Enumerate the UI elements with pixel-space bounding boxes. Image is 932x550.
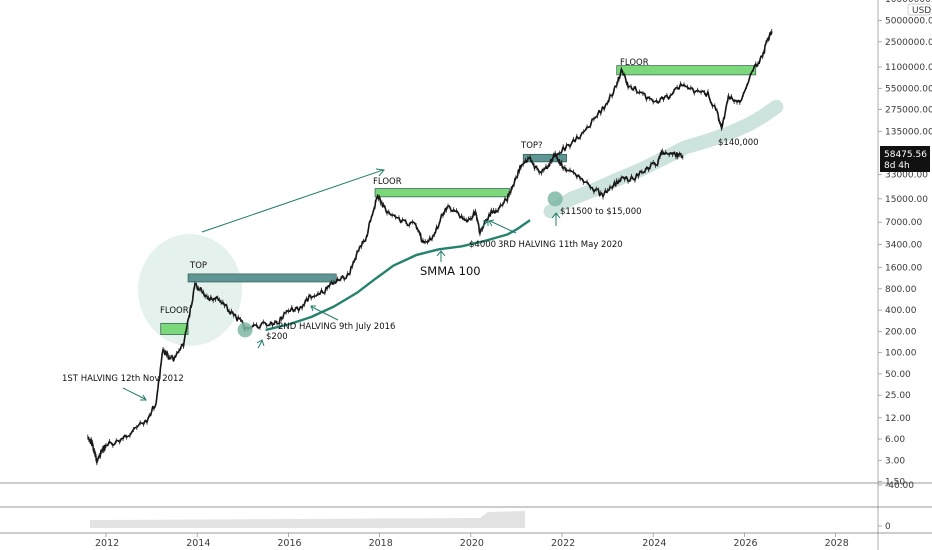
- top-label-2: TOP?: [520, 141, 543, 151]
- low-4000-label: $4000: [469, 240, 496, 250]
- y-tick-label: 1.50: [885, 478, 905, 488]
- halving2-arrow: [311, 306, 339, 321]
- zones-layer: [160, 65, 757, 335]
- x-tick-label: 2018: [369, 538, 393, 549]
- zone-3: [522, 153, 567, 163]
- current-price-badge: [880, 146, 930, 172]
- zone-1: [187, 273, 337, 283]
- x-tick-label: 2024: [642, 538, 666, 549]
- x-tick-label: 2028: [825, 538, 849, 549]
- floor-label-1: FLOOR: [160, 306, 189, 316]
- zone-2: [374, 188, 510, 198]
- y-tick-label: 15000.00: [885, 195, 928, 205]
- y-tick-label: 12.00: [885, 414, 911, 424]
- halving3-label: 3RD HALVING 11th May 2020: [498, 240, 623, 250]
- low-200-arrow-head: [256, 339, 265, 347]
- zone-4: [616, 65, 757, 76]
- y-tick-label: 800.00: [885, 285, 917, 295]
- y-tick-label: 10000000.00: [885, 0, 932, 5]
- range-arrow-head: [551, 212, 561, 219]
- y-tick-label: 135000.00: [885, 127, 932, 137]
- countdown-label: 8d 4h: [884, 161, 910, 171]
- floor-label-3: FLOOR: [620, 58, 649, 68]
- smma-100-line: [265, 219, 531, 332]
- y-tick-label: 33000.00: [885, 171, 928, 181]
- smma-layer: [265, 219, 531, 332]
- low-140000-label: $140,000: [718, 138, 759, 148]
- low-200-marker: [237, 322, 253, 338]
- y-tick-label: 2500000.00: [885, 38, 932, 48]
- smma-label: SMMA 100: [420, 264, 481, 278]
- top-label-1: TOP: [189, 261, 207, 271]
- smma-label-arrow-head: [436, 250, 446, 257]
- price-axis[interactable]: 10000000.00 5000000.00 2500000.00 1100000.0…: [878, 0, 932, 488]
- low-11500-marker: [547, 191, 563, 207]
- y-tick-label: 3.00: [885, 456, 905, 466]
- arrows: [122, 168, 561, 401]
- y-tick-label: 25.00: [885, 391, 911, 401]
- halving1-arrow: [122, 387, 146, 400]
- time-axis[interactable]: 2012 2014 2016 2018 2020 2022 2024 2026 2028: [95, 533, 849, 549]
- halving-2013-highlight-circle: [138, 234, 242, 346]
- y-tick-label: 550000.00: [885, 84, 932, 94]
- range-label: $11500 to $15,000: [560, 207, 642, 217]
- x-tick-label: 2014: [186, 538, 210, 549]
- x-tick-label: 2012: [95, 538, 119, 549]
- trend-arrow-head: [375, 168, 385, 177]
- halving2-label: 2ND HALVING 9th July 2016: [278, 322, 395, 332]
- x-tick-label: 2020: [460, 538, 484, 549]
- low-200-label: $200: [266, 332, 288, 342]
- y-tick-label: 1600.00: [885, 264, 922, 274]
- halving3-arrow-head: [488, 219, 495, 227]
- y-tick-label: 275000.00: [885, 106, 932, 116]
- y-tick-label: 50.00: [885, 370, 911, 380]
- unit-box[interactable]: [907, 3, 931, 16]
- low-4000-arrow: [480, 221, 488, 229]
- x-tick-label: 2026: [733, 538, 757, 549]
- halving2-arrow-head: [310, 305, 316, 312]
- halving1-arrow-head: [140, 394, 147, 401]
- y-tick-label: 6.00: [885, 435, 905, 445]
- x-tick-label: 2022: [551, 538, 575, 549]
- y-tick-label: 5000000.00: [885, 17, 932, 27]
- halving3-arrow: [489, 220, 517, 234]
- zone-0: [160, 322, 189, 335]
- y-tick-label: 400.00: [885, 306, 917, 316]
- x-tick-label: 2016: [277, 538, 301, 549]
- y-tick-label: 7000.00: [885, 218, 922, 228]
- current-price-label: 58475.56: [884, 150, 927, 160]
- price-layer: [87, 28, 773, 466]
- unit-label: USD: [912, 6, 931, 16]
- marker-layer: [237, 191, 563, 338]
- low-200-arrow: [257, 340, 263, 349]
- osc-tick-top: -40.00: [885, 481, 914, 491]
- floor-label-2: FLOOR: [373, 177, 402, 187]
- y-tick-label: 200.00: [885, 327, 917, 337]
- osc-tick-bottom: 0: [885, 522, 891, 532]
- y-tick-label: 3400.00: [885, 240, 922, 250]
- y-tick-label: 1100000.00: [885, 63, 932, 73]
- low-4000-arrow-head: [483, 220, 489, 226]
- halving1-label: 1ST HALVING 12th Nov 2012: [62, 374, 184, 384]
- trend-arrow-line: [201, 169, 384, 233]
- oscillator-area: [90, 511, 525, 528]
- y-tick-label: 100.00: [885, 349, 917, 359]
